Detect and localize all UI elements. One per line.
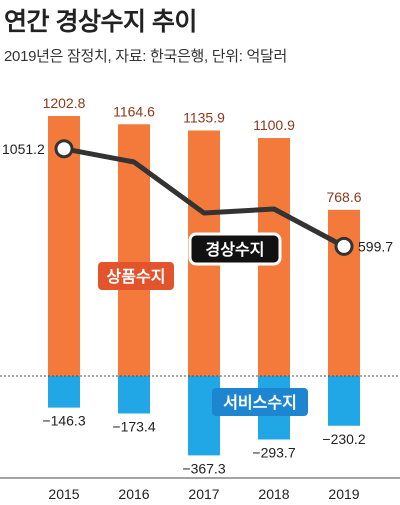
goods-bar-2016 [118,124,150,376]
x-tick-label-2019: 2019 [328,486,359,502]
chart-title: 연간 경상수지 추이 [4,8,197,36]
services-bar-2015 [48,376,80,408]
x-tick-label-2015: 2015 [48,486,79,502]
x-tick-label-2018: 2018 [258,486,289,502]
goods-value-label-2019: 768.6 [326,189,361,205]
legend-current-label: 경상수지 [188,232,282,266]
current-account-point-2015 [54,139,74,159]
services-value-label-2017: −367.3 [182,460,225,476]
goods-value-label-2015: 1202.8 [43,95,86,111]
legend-goods-label: 상품수지 [98,262,174,290]
legend-goods-text: 상품수지 [107,268,166,286]
goods-bar-2019 [328,209,360,376]
goods-bar-2015 [48,116,80,376]
services-value-label-2015: −146.3 [42,413,85,429]
goods-value-label-2017: 1135.9 [183,109,225,125]
services-value-label-2019: −230.2 [322,431,365,447]
current-value-label-2019: 599.7 [358,238,393,254]
services-value-label-2016: −173.4 [112,418,155,434]
services-bar-2019 [328,376,360,426]
legend-current-text: 경상수지 [206,241,265,259]
x-tick-label-2016: 2016 [118,486,149,502]
legend-services-label: 서비스수지 [212,388,308,416]
goods-value-label-2016: 1164.6 [113,103,155,119]
legend-current-bg [188,232,282,266]
x-tick-label-2017: 2017 [188,486,219,502]
goods-value-label-2018: 1100.9 [253,117,295,133]
legend-goods-bg [98,262,174,290]
services-bar-2016 [118,376,150,414]
services-value-label-2018: −293.7 [252,444,295,460]
legend-services-bg [212,388,308,416]
current-account-point-2019 [334,236,354,256]
current-value-label-2015: 1051.2 [2,141,45,157]
legend-services-text: 서비스수지 [223,394,297,412]
chart-subtitle: 2019년은 잠정치, 자료: 한국은행, 단위: 억달러 [4,48,287,65]
current-account-line [63,146,346,249]
